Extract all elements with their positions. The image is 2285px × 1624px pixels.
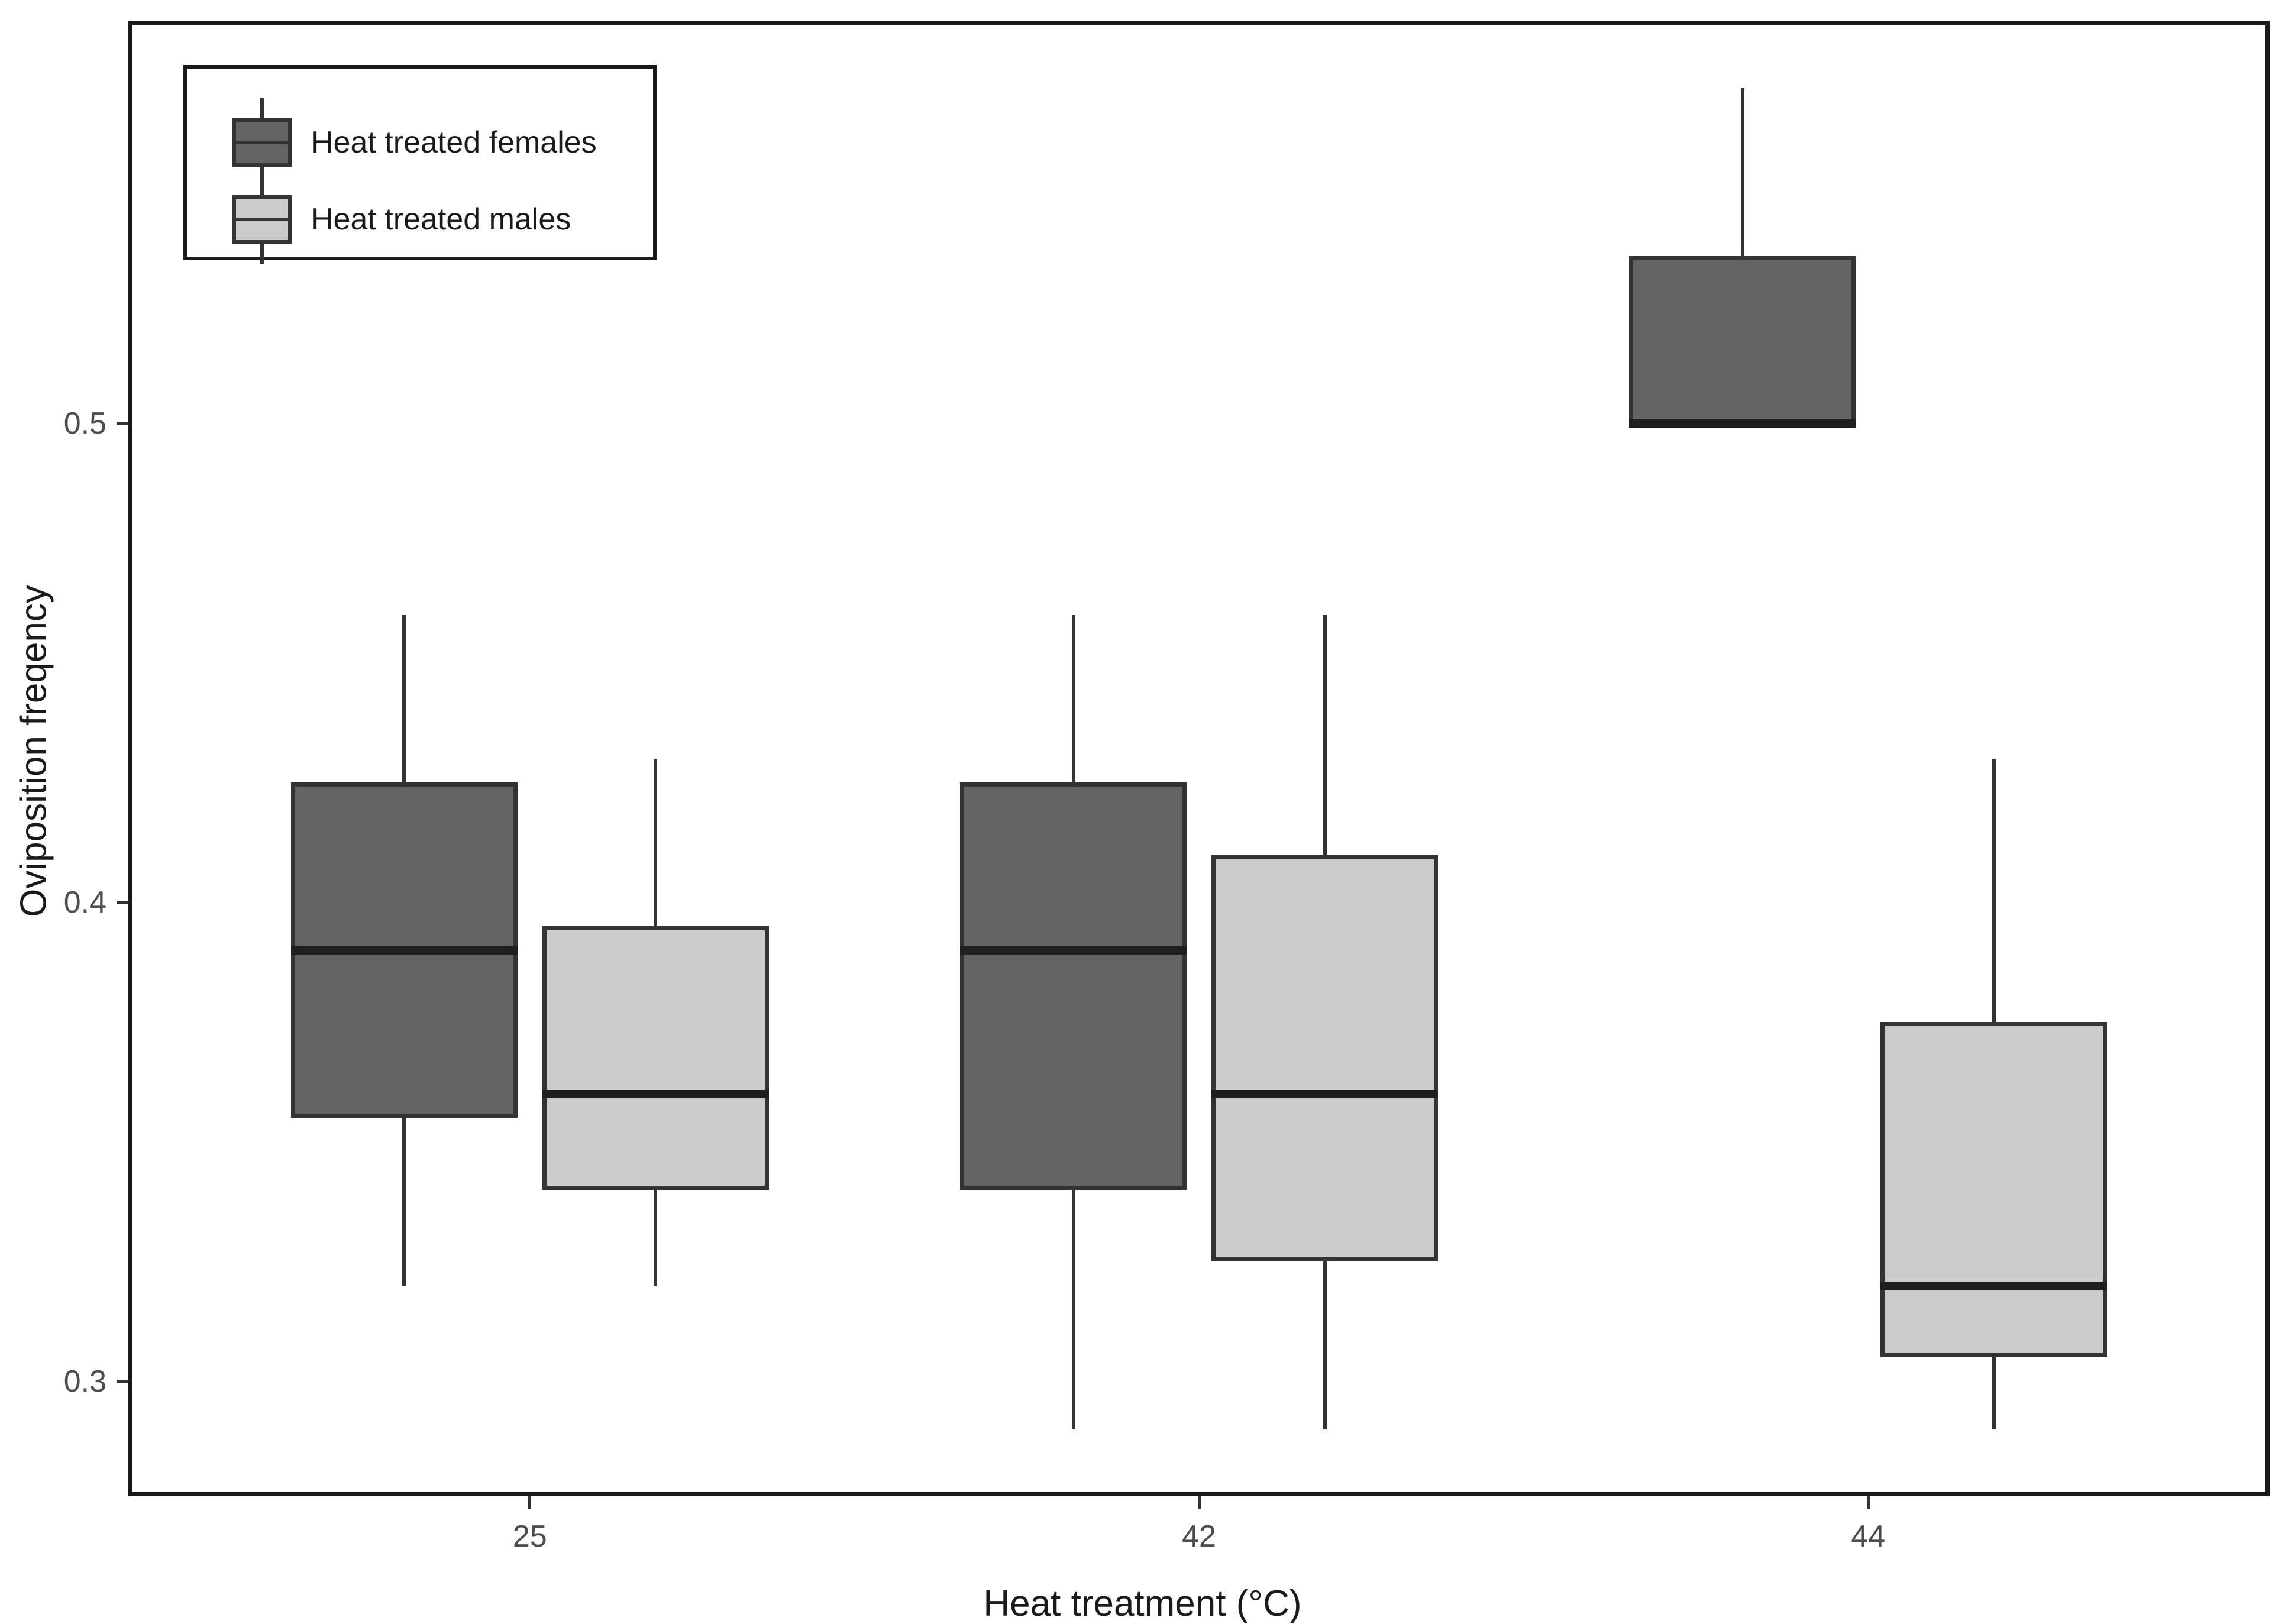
legend-key-median-icon <box>232 218 292 221</box>
x-axis-title: Heat treatment (°C) <box>983 1583 1302 1624</box>
y-tick-label: 0.4 <box>63 885 106 920</box>
legend-label: Heat treated females <box>311 125 597 160</box>
boxplot-box-females-42 <box>960 782 1187 1190</box>
boxplot-box-males-44 <box>1880 1022 2108 1358</box>
median-line <box>290 946 518 955</box>
x-tick-mark <box>1866 1496 1870 1509</box>
y-tick-mark <box>117 901 128 904</box>
legend-label: Heat treated males <box>311 202 571 237</box>
median-line <box>960 946 1187 955</box>
legend-entry: Heat treated females <box>187 98 653 187</box>
boxplot-box-females-44 <box>1629 255 1856 424</box>
median-line <box>542 1089 769 1098</box>
boxplot-box-males-25 <box>542 926 769 1190</box>
y-tick-label: 0.5 <box>63 406 106 441</box>
y-axis-title: Oviposition freqency <box>13 585 54 917</box>
x-tick-label: 25 <box>512 1519 547 1554</box>
legend-entry: Heat treated males <box>187 175 653 264</box>
x-tick-mark <box>1197 1496 1201 1509</box>
y-tick-label: 0.3 <box>63 1364 106 1399</box>
median-line <box>1629 419 1856 428</box>
median-line <box>1880 1281 2108 1290</box>
median-line <box>1211 1089 1438 1098</box>
legend-key-median-icon <box>232 141 292 144</box>
y-tick-mark <box>117 1380 128 1383</box>
x-tick-label: 44 <box>1851 1519 1886 1554</box>
y-tick-mark <box>117 422 128 425</box>
boxplot-box-males-42 <box>1211 854 1438 1262</box>
legend: Heat treated females Heat treated males <box>183 65 657 264</box>
x-tick-label: 42 <box>1182 1519 1216 1554</box>
x-tick-mark <box>528 1496 532 1509</box>
